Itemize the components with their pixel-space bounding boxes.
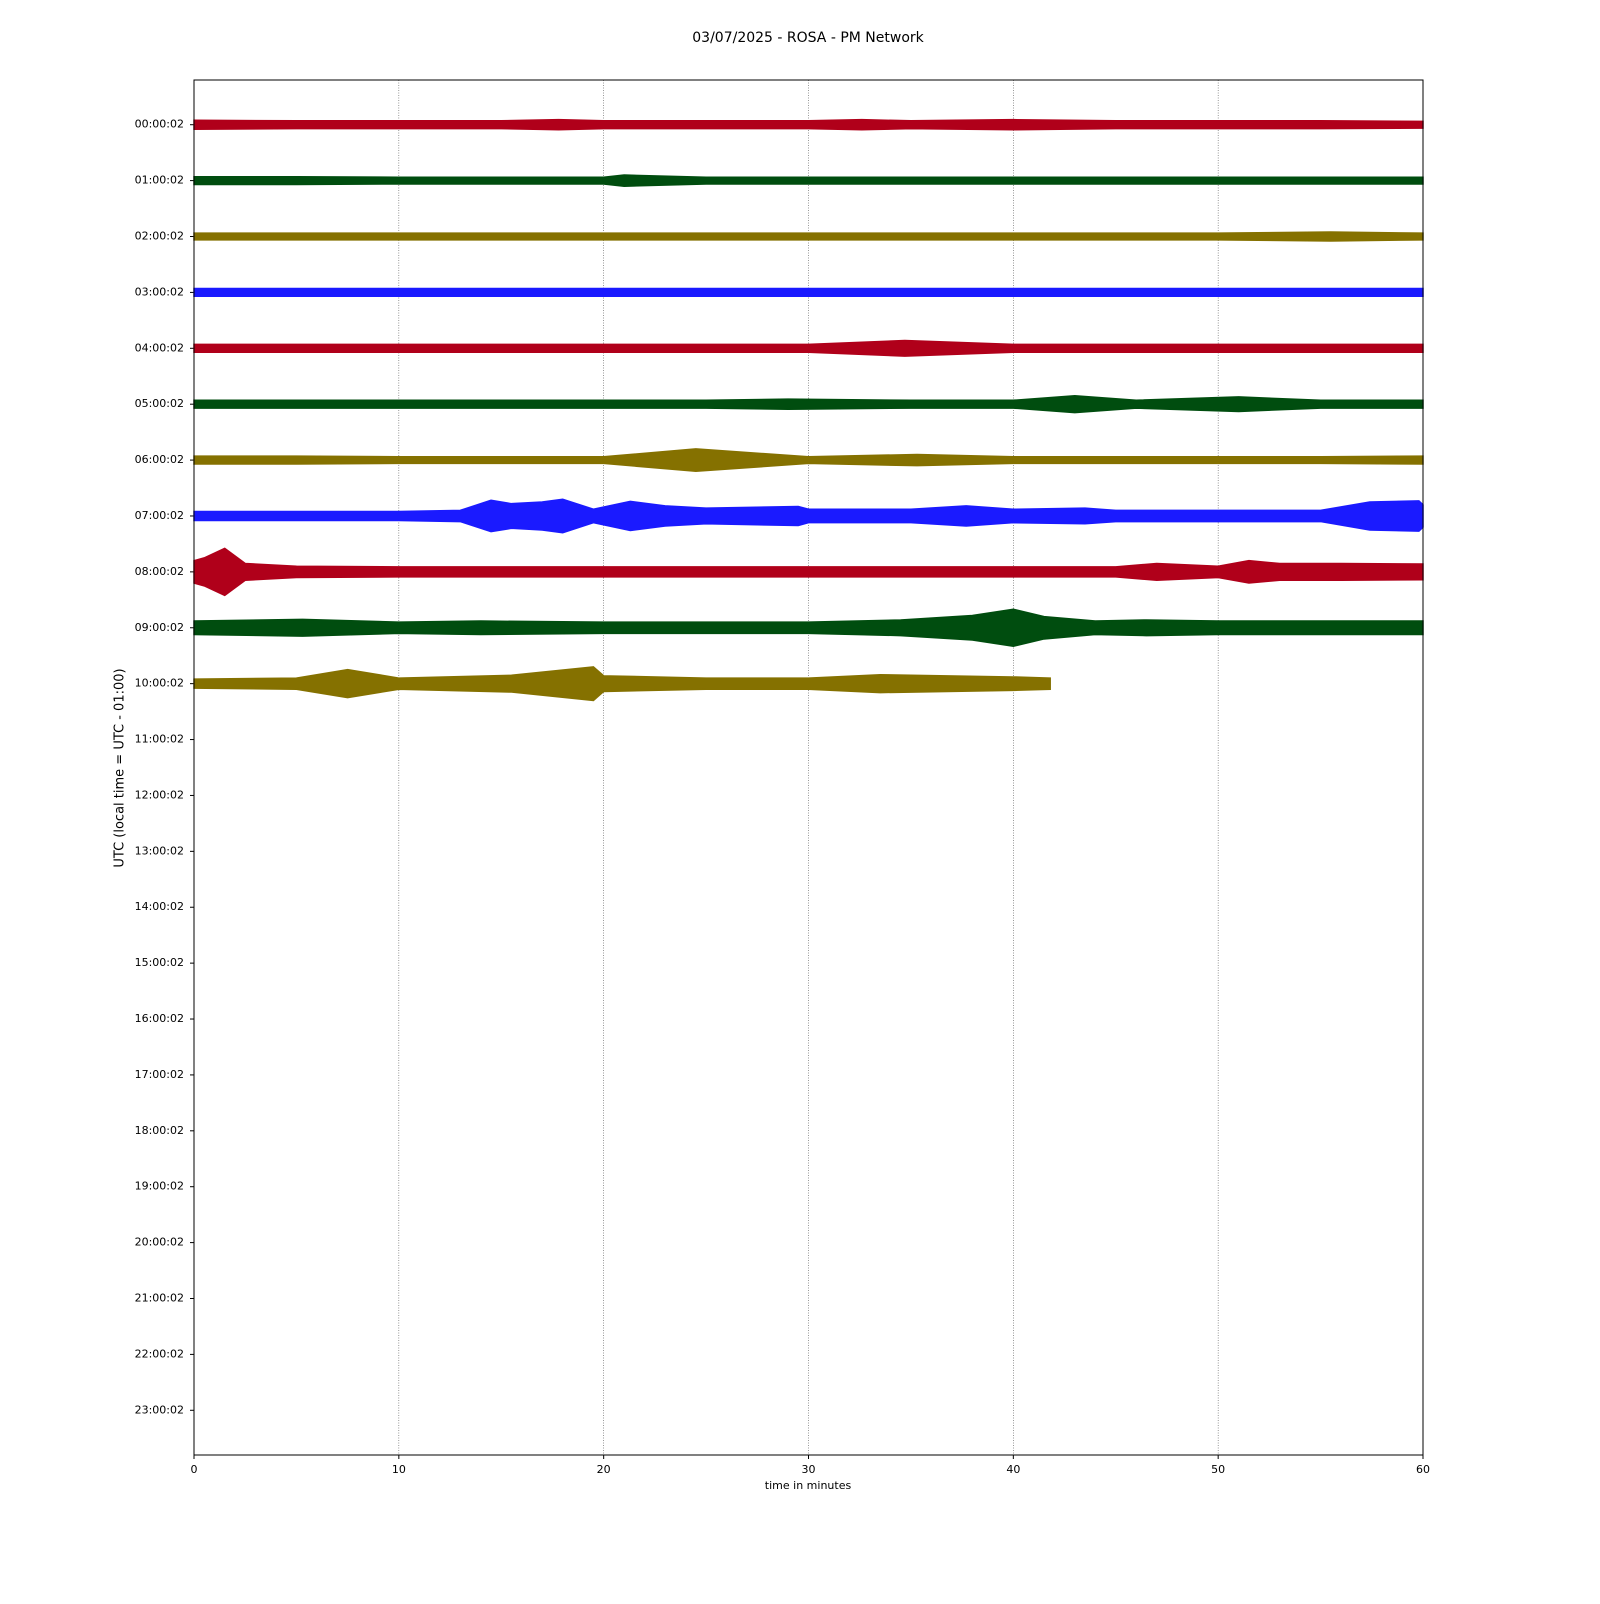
y-tick-label: 01:00:02	[135, 174, 184, 187]
y-tick-label: 07:00:02	[135, 509, 184, 522]
trace	[193, 287, 1424, 298]
x-tick-label: 0	[191, 1463, 198, 1476]
y-tick-label: 17:00:02	[135, 1068, 184, 1081]
y-tick-label: 18:00:02	[135, 1124, 184, 1137]
y-tick-label: 11:00:02	[135, 733, 184, 746]
y-tick-label: 13:00:02	[135, 844, 184, 857]
y-tick-label: 02:00:02	[135, 230, 184, 243]
y-tick-label: 08:00:02	[135, 565, 184, 578]
y-tick-label: 15:00:02	[135, 956, 184, 969]
y-tick-label: 10:00:02	[135, 677, 184, 690]
trace	[193, 174, 1424, 187]
trace	[193, 666, 1051, 702]
y-tick-label: 19:00:02	[135, 1180, 184, 1193]
y-tick-label: 16:00:02	[135, 1012, 184, 1025]
y-tick-label: 06:00:02	[135, 453, 184, 466]
trace	[193, 231, 1424, 242]
y-tick-label: 14:00:02	[135, 900, 184, 913]
x-tick-label: 60	[1416, 1463, 1430, 1476]
x-tick-label: 30	[802, 1463, 816, 1476]
trace	[193, 118, 1424, 131]
y-tick-label: 03:00:02	[135, 285, 184, 298]
y-tick-label: 12:00:02	[135, 788, 184, 801]
x-tick-label: 40	[1006, 1463, 1020, 1476]
y-tick-label: 22:00:02	[135, 1347, 184, 1360]
x-tick-label: 50	[1211, 1463, 1225, 1476]
y-tick-label: 20:00:02	[135, 1236, 184, 1249]
y-tick-label: 05:00:02	[135, 397, 184, 410]
y-tick-label: 21:00:02	[135, 1291, 184, 1304]
y-axis-label: UTC (local time = UTC - 01:00)	[113, 668, 128, 867]
y-tick-label: 23:00:02	[135, 1403, 184, 1416]
y-tick-label: 00:00:02	[135, 118, 184, 131]
y-tick-label: 04:00:02	[135, 341, 184, 354]
x-axis-label: time in minutes	[765, 1479, 852, 1492]
x-tick-label: 20	[597, 1463, 611, 1476]
plot-frame	[193, 79, 1424, 1456]
chart-title: 03/07/2025 - ROSA - PM Network	[692, 30, 924, 46]
y-tick-label: 09:00:02	[135, 621, 184, 634]
x-tick-label: 10	[392, 1463, 406, 1476]
